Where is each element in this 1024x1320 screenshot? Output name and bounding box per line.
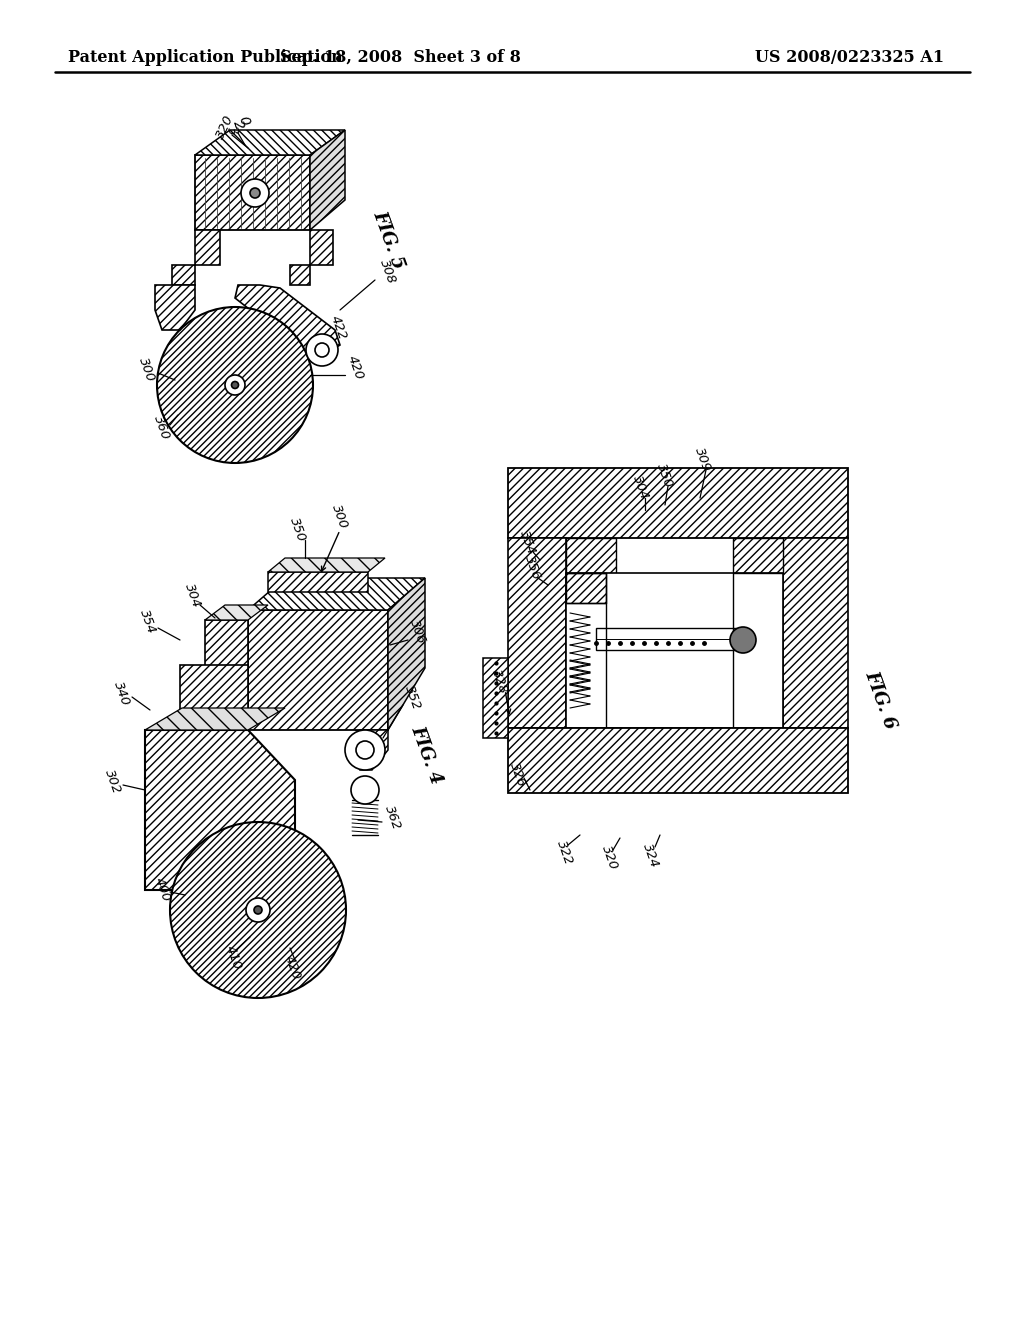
Text: 304: 304 (182, 582, 204, 610)
Text: 422: 422 (328, 314, 348, 342)
Bar (483, 657, 508, 738)
Bar (508, 729, 848, 793)
Text: 410: 410 (222, 944, 244, 972)
Circle shape (250, 187, 260, 198)
Bar (205, 620, 248, 671)
Text: 362: 362 (383, 804, 403, 832)
Polygon shape (234, 285, 340, 360)
Text: 340: 340 (112, 680, 132, 708)
Bar (566, 573, 606, 603)
Text: US 2008/0223325 A1: US 2008/0223325 A1 (755, 49, 944, 66)
Text: 350: 350 (654, 462, 676, 490)
Circle shape (157, 308, 313, 463)
Polygon shape (268, 558, 385, 572)
Polygon shape (290, 230, 333, 285)
Text: 302: 302 (102, 768, 124, 796)
Bar (566, 573, 783, 729)
Circle shape (241, 180, 269, 207)
Bar (508, 469, 848, 539)
Circle shape (254, 906, 262, 913)
Text: FIG. 6: FIG. 6 (862, 668, 900, 731)
Text: 320: 320 (214, 114, 237, 141)
Circle shape (231, 381, 239, 388)
Text: 306: 306 (408, 618, 428, 645)
Circle shape (730, 627, 756, 653)
Text: 300: 300 (330, 503, 350, 531)
Text: 420: 420 (345, 354, 366, 381)
Text: 309: 309 (692, 446, 714, 474)
Text: FIG. 5: FIG. 5 (370, 209, 408, 272)
Text: 352: 352 (402, 684, 423, 711)
Text: 354: 354 (137, 609, 159, 636)
Text: 304: 304 (631, 474, 651, 502)
Text: 324: 324 (641, 842, 662, 870)
Bar (733, 539, 783, 573)
Polygon shape (180, 665, 248, 730)
Circle shape (246, 898, 270, 921)
Text: 360: 360 (152, 414, 172, 442)
Bar (195, 154, 310, 230)
Text: 356: 356 (522, 554, 544, 582)
Polygon shape (145, 708, 285, 730)
Bar (508, 539, 566, 729)
Circle shape (225, 375, 245, 395)
Text: Patent Application Publication: Patent Application Publication (68, 49, 343, 66)
Polygon shape (248, 578, 425, 610)
Text: 3: 3 (224, 124, 240, 137)
Polygon shape (145, 730, 295, 890)
Circle shape (345, 730, 385, 770)
Bar (248, 610, 388, 730)
Text: 0: 0 (236, 115, 252, 128)
Polygon shape (388, 578, 425, 730)
Text: 308: 308 (378, 257, 398, 286)
Circle shape (170, 822, 346, 998)
Polygon shape (205, 605, 268, 620)
Circle shape (351, 776, 379, 804)
Circle shape (306, 334, 338, 366)
Text: Sep. 18, 2008  Sheet 3 of 8: Sep. 18, 2008 Sheet 3 of 8 (280, 49, 520, 66)
Text: 350: 350 (288, 516, 308, 544)
Polygon shape (155, 285, 195, 330)
Text: 2: 2 (230, 119, 246, 132)
Bar (268, 572, 368, 591)
Bar (783, 539, 848, 729)
Text: 400: 400 (152, 876, 172, 904)
Text: 326: 326 (508, 760, 528, 789)
Text: 320: 320 (600, 843, 621, 873)
Circle shape (356, 741, 374, 759)
Text: 300: 300 (136, 356, 158, 384)
Circle shape (315, 343, 329, 356)
Text: 328: 328 (489, 668, 510, 696)
Polygon shape (195, 129, 345, 154)
Text: 354: 354 (517, 529, 539, 557)
Polygon shape (172, 230, 220, 285)
Polygon shape (310, 129, 345, 230)
Bar (566, 539, 616, 573)
Polygon shape (360, 730, 388, 770)
Text: 322: 322 (555, 840, 575, 867)
Bar (596, 628, 741, 649)
Text: 420: 420 (282, 954, 302, 982)
Text: FIG. 4: FIG. 4 (408, 723, 445, 787)
